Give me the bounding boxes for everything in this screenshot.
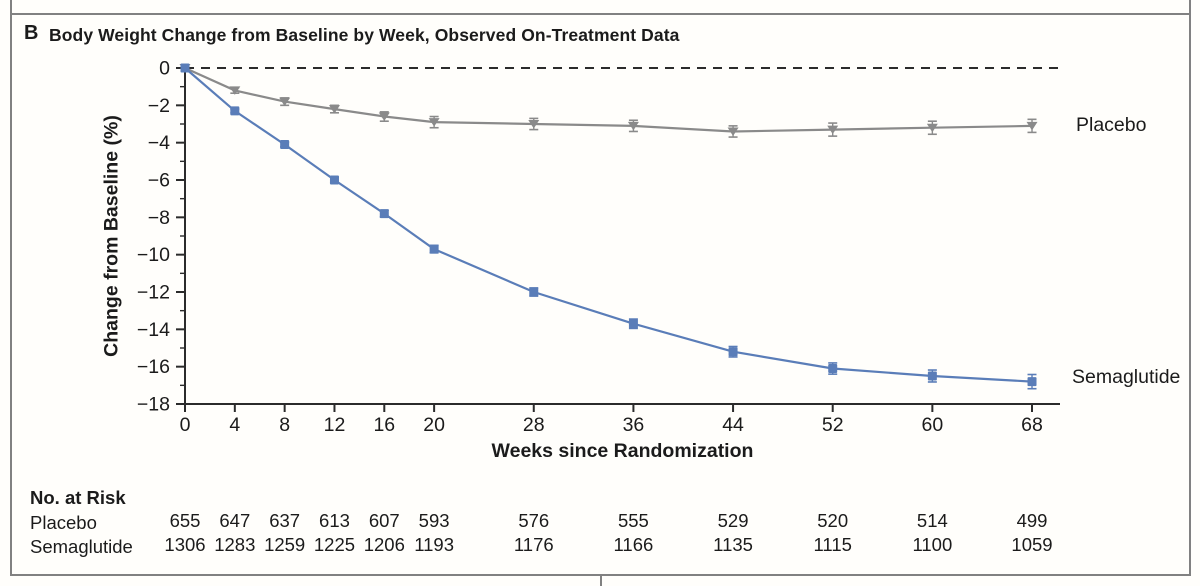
panel-top-border <box>10 13 1191 15</box>
marker-square-semaglutide <box>230 106 240 116</box>
panel-bottom-border <box>10 574 1191 576</box>
risk-row-label-placebo: Placebo <box>30 512 97 533</box>
marker-triangle-down-placebo <box>328 105 340 114</box>
risk-value-placebo: 499 <box>1017 510 1048 531</box>
risk-value-semaglutide: 1283 <box>214 534 255 555</box>
marker-square-semaglutide <box>927 371 937 381</box>
marker-triangle-down-placebo <box>1026 121 1038 131</box>
risk-value-semaglutide: 1193 <box>414 534 454 555</box>
risk-value-semaglutide: 1100 <box>912 534 952 555</box>
risk-value-placebo: 655 <box>170 510 201 531</box>
marker-square-semaglutide <box>329 175 339 185</box>
y-tick-label: −6 <box>148 170 170 192</box>
marker-square-semaglutide <box>180 63 190 73</box>
risk-value-placebo: 529 <box>718 510 749 531</box>
risk-row-label-semaglutide: Semaglutide <box>30 536 133 557</box>
panel-below-divider <box>600 576 602 586</box>
risk-value-placebo: 613 <box>319 510 350 531</box>
panel-letter: B <box>24 22 39 44</box>
panel-left-border <box>10 13 12 576</box>
marker-square-semaglutide <box>379 209 389 219</box>
marker-triangle-down-placebo <box>727 127 739 136</box>
risk-value-semaglutide: 1135 <box>713 534 753 555</box>
y-tick-label: −12 <box>137 282 170 304</box>
x-tick-label: 28 <box>523 414 545 436</box>
risk-value-placebo: 607 <box>369 510 400 531</box>
series-label-semaglutide: Semaglutide <box>1072 366 1181 388</box>
x-tick-label: 20 <box>423 414 445 436</box>
marker-triangle-down-placebo <box>279 97 291 107</box>
series-label-placebo: Placebo <box>1076 114 1147 136</box>
x-tick-label: 36 <box>623 414 645 436</box>
x-tick-label: 60 <box>922 414 944 436</box>
marker-square-semaglutide <box>1027 377 1037 387</box>
y-tick-label: −8 <box>148 207 170 229</box>
marker-triangle-down-placebo <box>528 120 540 129</box>
risk-table-title: No. at Risk <box>30 487 126 508</box>
marker-square-semaglutide <box>828 364 838 374</box>
x-tick-label: 0 <box>180 414 191 436</box>
y-tick-label: −16 <box>137 356 170 378</box>
risk-value-semaglutide: 1206 <box>364 534 405 555</box>
risk-value-placebo: 576 <box>518 510 549 531</box>
risk-value-placebo: 647 <box>219 510 250 531</box>
y-tick-label: −14 <box>137 319 170 341</box>
marker-triangle-down-placebo <box>378 112 390 122</box>
risk-value-placebo: 520 <box>817 510 848 531</box>
marker-triangle-down-placebo <box>827 125 839 135</box>
x-tick-label: 68 <box>1021 414 1043 436</box>
risk-value-semaglutide: 1225 <box>314 534 355 555</box>
panel-title: Body Weight Change from Baseline by Week… <box>49 25 680 45</box>
marker-square-semaglutide <box>728 347 738 357</box>
x-tick-label: 16 <box>373 414 395 436</box>
marker-triangle-down-placebo <box>926 123 938 133</box>
marker-square-semaglutide <box>429 244 439 254</box>
y-tick-label: −10 <box>137 244 170 266</box>
panel-above-left-border <box>10 0 12 13</box>
x-tick-label: 44 <box>722 414 744 436</box>
y-tick-label: 0 <box>159 58 170 80</box>
risk-value-semaglutide: 1306 <box>164 534 205 555</box>
marker-square-semaglutide <box>628 319 638 329</box>
panel-right-border <box>1189 13 1191 576</box>
series-line-placebo <box>184 66 1033 133</box>
risk-value-semaglutide: 1259 <box>264 534 305 555</box>
marker-square-semaglutide <box>280 140 290 150</box>
marker-square-semaglutide <box>529 287 539 297</box>
risk-value-semaglutide: 1166 <box>614 534 654 555</box>
risk-value-placebo: 555 <box>618 510 649 531</box>
marker-triangle-down-placebo <box>229 86 241 95</box>
y-tick-label: −2 <box>148 95 170 117</box>
x-tick-label: 12 <box>324 414 346 436</box>
risk-value-semaglutide: 1059 <box>1011 534 1052 555</box>
risk-value-placebo: 637 <box>269 510 300 531</box>
risk-value-placebo: 514 <box>917 510 948 531</box>
risk-value-semaglutide: 1115 <box>814 534 852 555</box>
x-axis-title: Weeks since Randomization <box>491 440 754 462</box>
risk-value-placebo: 593 <box>419 510 450 531</box>
marker-triangle-down-placebo <box>627 121 639 131</box>
panel-above-right-border <box>1189 0 1191 13</box>
series-line-semaglutide <box>184 67 1033 383</box>
risk-value-semaglutide: 1176 <box>514 534 554 555</box>
y-tick-label: −18 <box>137 394 170 416</box>
y-tick-label: −4 <box>148 132 170 154</box>
x-tick-label: 52 <box>822 414 844 436</box>
x-tick-label: 4 <box>229 414 240 436</box>
marker-triangle-down-placebo <box>428 118 440 127</box>
x-tick-label: 8 <box>279 414 290 436</box>
